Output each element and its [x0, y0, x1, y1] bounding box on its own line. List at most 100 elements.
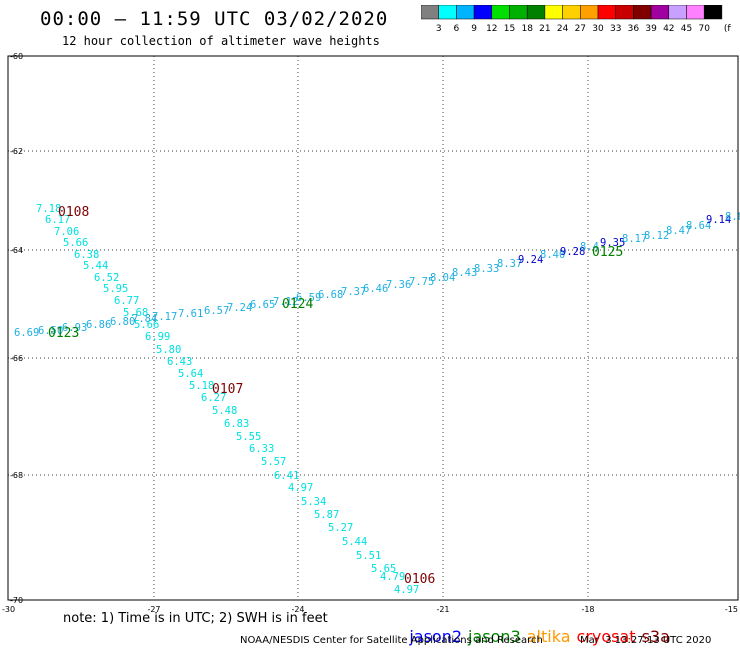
swh-value: 7.18	[36, 203, 61, 215]
swh-value: 9.28	[560, 246, 585, 258]
swh-value: 4.97	[394, 584, 419, 596]
swh-value: 6.50	[38, 325, 63, 337]
lat-tick-label: -60	[10, 52, 23, 61]
swh-value: 8.17	[622, 233, 647, 245]
colorbar-label: 24	[557, 24, 569, 34]
swh-value: 6.59	[296, 292, 321, 304]
swh-value: 5.65	[371, 563, 396, 575]
swh-value: 5.66	[63, 237, 88, 249]
lon-tick-label: -18	[581, 605, 594, 614]
colorbar-label: 27	[575, 24, 586, 34]
lon-tick-label: -30	[2, 605, 15, 614]
swh-value: 6.27	[201, 392, 226, 404]
swh-value: 6.69	[14, 327, 39, 339]
swh-value: 5.64	[178, 368, 203, 380]
swh-value: 4.79	[380, 571, 405, 583]
swh-value: 5.34	[301, 496, 326, 508]
swh-value: 5.48	[212, 405, 237, 417]
lat-tick-label: -70	[10, 596, 23, 605]
map-title: 00:00 – 11:59 UTC 03/02/2020	[40, 8, 389, 30]
swh-value: 6.93	[62, 322, 87, 334]
swh-value: 5.57	[261, 456, 286, 468]
swh-value: 5.44	[342, 536, 367, 548]
swh-value: 5.51	[356, 550, 381, 562]
swh-value: 6.38	[74, 249, 99, 261]
swh-value: 7.84	[132, 313, 157, 325]
satellite-legend: jason2 jason3 altika cryosat s3a	[389, 608, 676, 650]
swh-value: 8.12	[644, 230, 669, 242]
lat-tick-label: -68	[10, 471, 23, 480]
colorbar-label: 21	[539, 24, 550, 34]
legend-s3a: s3a	[641, 627, 670, 646]
swh-value: 5.44	[83, 260, 108, 272]
swh-value: 7.17	[152, 311, 177, 323]
pass-id-label: 0108	[58, 205, 89, 220]
colorbar-label: 39	[645, 24, 657, 34]
swh-value: 4.97	[288, 482, 313, 494]
lat-tick-label: -62	[10, 147, 23, 156]
swh-value: 5.68	[123, 307, 148, 319]
colorbar-label: 30	[592, 24, 604, 34]
swh-value: 6.68	[318, 289, 343, 301]
swh-value: 9.35	[600, 237, 625, 249]
map-frame	[7, 55, 739, 601]
swh-value: 8.64	[686, 220, 711, 232]
colorbar-label: 18	[521, 24, 533, 34]
credit-timestamp: Mar 3 13:27:13 UTC 2020	[580, 635, 712, 646]
colorbar-label: 9	[471, 24, 477, 34]
swh-value: 7.36	[386, 279, 411, 291]
pass-id-label: 0123	[48, 326, 79, 341]
colorbar-label: 15	[504, 24, 515, 34]
lon-tick-label: -15	[725, 605, 738, 614]
colorbar-unit: (ft)	[724, 24, 731, 34]
swh-value: 6.80	[110, 316, 135, 328]
swh-value: 8.33	[474, 263, 499, 275]
swh-value: 5.27	[328, 522, 353, 534]
swh-value: 5.55	[236, 431, 261, 443]
swh-value: 6.46	[363, 283, 388, 295]
swh-value: 7.37	[341, 286, 366, 298]
pass-id-label: 0125	[592, 245, 623, 260]
lat-tick-label: -66	[10, 354, 23, 363]
swh-value: 7.24	[227, 302, 252, 314]
swh-value: 6.52	[94, 272, 119, 284]
legend-cryosat: cryosat	[576, 627, 636, 646]
swh-value: 8.40	[540, 249, 565, 261]
colorbar-label: 36	[628, 24, 640, 34]
swh-value: 5.80	[156, 344, 181, 356]
credit-text: NOAA/NESDIS Center for Satellite Applica…	[240, 635, 543, 646]
pass-id-label: 0107	[212, 382, 243, 397]
swh-value: 6.77	[114, 295, 139, 307]
swh-value: 6.33	[249, 443, 274, 455]
swh-value: 7.12	[273, 296, 298, 308]
lon-tick-label: -21	[436, 605, 449, 614]
swh-value: 9.14	[706, 214, 731, 226]
footer-note: note: 1) Time is in UTC; 2) SWH is in fe…	[63, 611, 328, 626]
swh-value: 8.04	[430, 272, 455, 284]
swh-value: 5.18	[189, 380, 214, 392]
swh-value: 5.87	[314, 509, 339, 521]
colorbar-label: 12	[486, 24, 497, 34]
swh-value: 6.43	[167, 356, 192, 368]
swh-value: 6.57	[204, 305, 229, 317]
swh-value: 8.4	[580, 241, 599, 253]
swh-value: 5.66	[134, 319, 159, 331]
swh-value: 5.95	[103, 283, 128, 295]
lon-tick-label: -24	[291, 605, 304, 614]
legend-jason3: jason3	[468, 627, 521, 646]
swh-value: 7.06	[54, 226, 79, 238]
pass-id-label: 0124	[282, 297, 313, 312]
colorbar-label: 3	[436, 24, 442, 34]
colorbar-label: 42	[663, 24, 674, 34]
swh-value: 6.65	[250, 299, 275, 311]
swh-value: 6.83	[224, 418, 249, 430]
swh-value: 6.99	[145, 331, 170, 343]
lat-tick-label: -64	[10, 246, 23, 255]
colorbar-label: 33	[610, 24, 621, 34]
lon-tick-label: -27	[147, 605, 160, 614]
map-subtitle: 12 hour collection of altimeter wave hei…	[62, 34, 380, 48]
legend-jason2: jason2	[409, 627, 463, 646]
swh-value: 6.41	[274, 470, 299, 482]
